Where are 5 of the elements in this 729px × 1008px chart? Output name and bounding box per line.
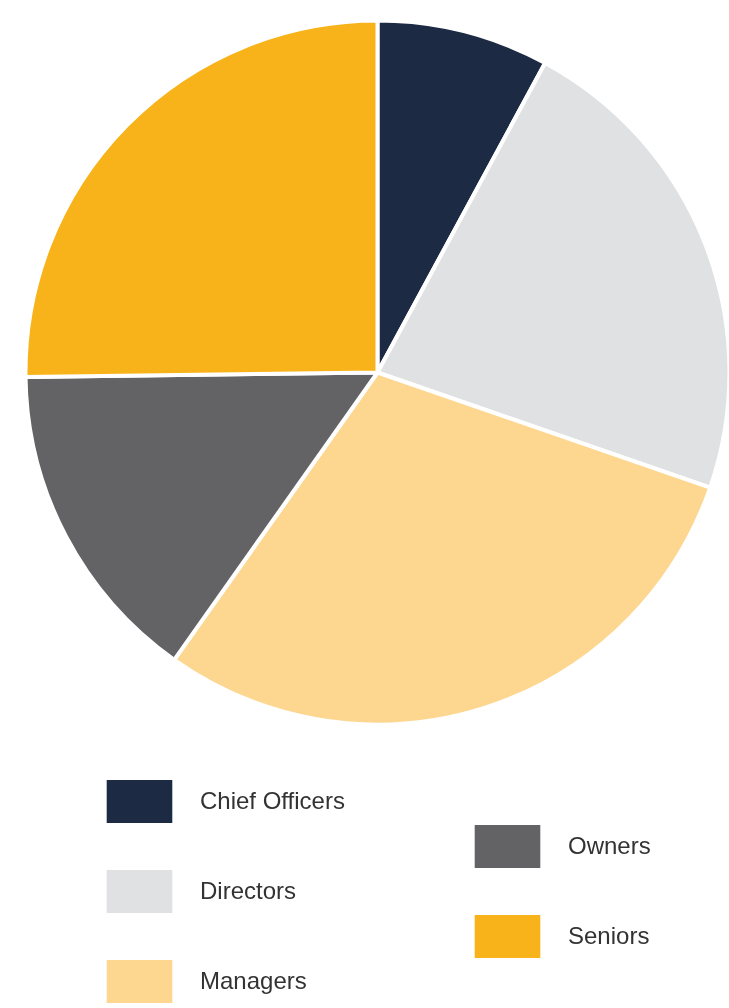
- legend-label: Managers: [200, 966, 308, 996]
- legend-label: Owners: [568, 831, 652, 861]
- legend-label: Chief Officers: [200, 786, 346, 816]
- legend-label: Directors: [200, 876, 297, 906]
- legend-label: Seniors: [568, 921, 651, 951]
